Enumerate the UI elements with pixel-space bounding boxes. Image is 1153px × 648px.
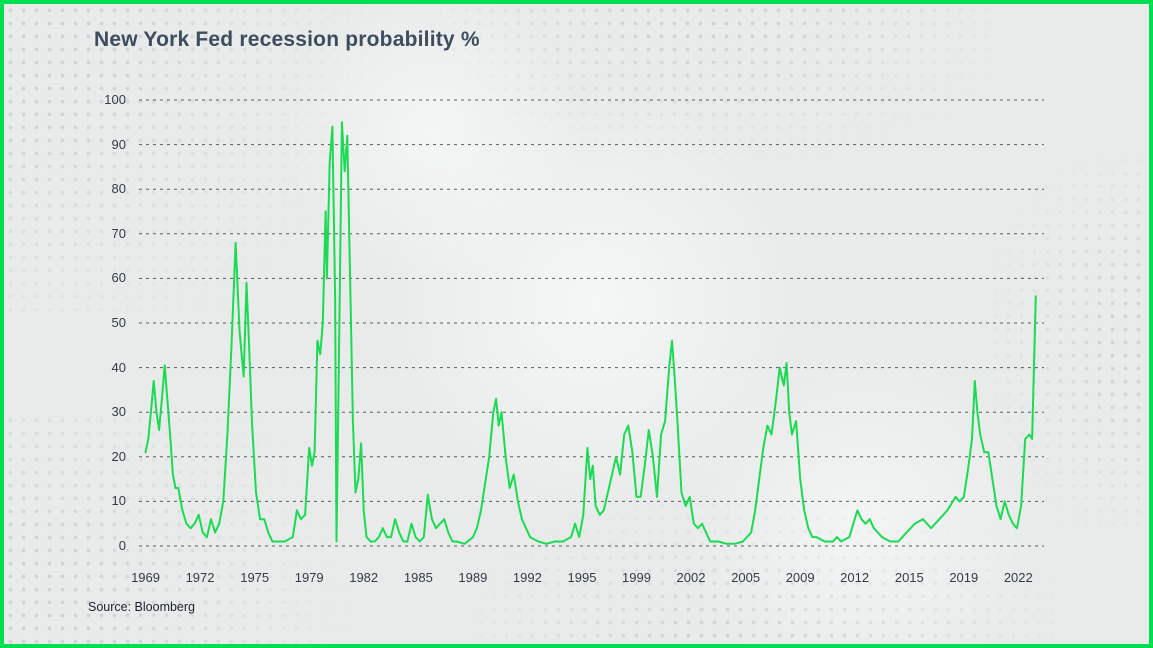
source-label: Source: Bloomberg (88, 600, 196, 614)
recession-probability-line (144, 121, 1037, 545)
chart-canvas (139, 99, 1044, 547)
chart-title: New York Fed recession probability % (94, 28, 480, 51)
